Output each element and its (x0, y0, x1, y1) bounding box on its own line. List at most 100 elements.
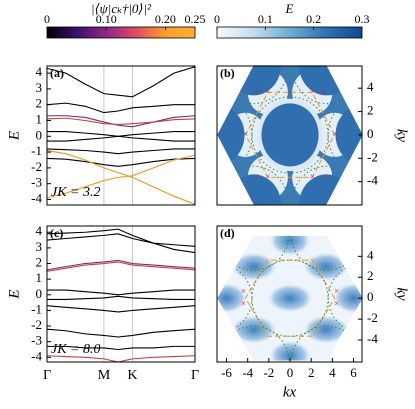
node-marker: × (310, 171, 315, 181)
band (47, 228, 195, 254)
y-tick-label: 2 (36, 255, 43, 270)
band (47, 115, 195, 128)
y-tick-label: 4 (36, 64, 43, 79)
tick-label: 0 (44, 12, 50, 26)
band (47, 261, 195, 272)
tick-label: 0.2 (306, 12, 321, 26)
node-marker: × (241, 299, 246, 309)
frame (46, 225, 196, 363)
y-tick-label: 0 (367, 126, 374, 141)
x-tick-label: 6 (350, 365, 357, 380)
y-tick-label: 0 (36, 286, 43, 301)
node-marker: × (332, 129, 337, 139)
y-tick-label: -3 (31, 175, 42, 190)
x-tick-label: K (127, 368, 137, 383)
y-tick-label: -4 (367, 331, 378, 346)
band (47, 305, 195, 313)
y-tick-label: 3 (36, 80, 43, 95)
x-tick-label: M (98, 368, 111, 383)
x-tick-label: 0 (287, 365, 294, 380)
colorbar (216, 26, 363, 39)
intensity-region (332, 282, 364, 314)
intensity-region (217, 282, 248, 314)
intensity-region (217, 104, 245, 166)
x-axis-label: kx (283, 384, 297, 400)
node-marker: × (334, 299, 339, 309)
intensity-region (266, 283, 314, 313)
x-tick-label: -2 (263, 365, 274, 380)
band (47, 66, 195, 98)
band (47, 289, 195, 296)
frame (216, 65, 363, 206)
node-marker: × (334, 286, 339, 296)
intensity-region (268, 235, 312, 257)
intensity-region (230, 252, 278, 282)
band (47, 233, 195, 247)
y-axis-label: ky (394, 129, 410, 143)
y-tick-label: 2 (367, 268, 374, 283)
y-tick-label: 0 (367, 289, 374, 304)
band (47, 345, 195, 351)
y-tick-label: -1 (31, 143, 42, 158)
y-tick-label: 2 (36, 96, 43, 111)
frame (46, 65, 196, 206)
band (47, 135, 195, 142)
band (47, 157, 195, 167)
y-tick-label: -3 (31, 333, 42, 348)
heatmap: × × × × × × × × × × (217, 65, 364, 205)
y-axis-label: ky (394, 287, 410, 301)
x-tick-label: Γ (191, 368, 199, 383)
tick-label: 0.1 (258, 12, 273, 26)
tick-label: 0.3 (355, 12, 370, 26)
band (47, 295, 195, 301)
y-axis-label: E (6, 131, 22, 141)
fermi-contour (251, 96, 329, 174)
fermi-contour (327, 263, 364, 334)
y-tick-label: -4 (31, 348, 42, 363)
node-marker: × (241, 286, 246, 296)
heatmap: × × × × (217, 235, 364, 361)
y-tick-label: -1 (31, 301, 42, 316)
intensity-region (302, 314, 350, 345)
fermi-contour (217, 263, 253, 334)
tick-label: 0.10 (96, 12, 117, 26)
panel-label: (c) (50, 226, 63, 240)
node-marker: × (320, 171, 325, 181)
band (47, 131, 195, 137)
fermi-contour (291, 165, 362, 205)
y-tick-label: -2 (31, 317, 42, 332)
panel-label: (b) (220, 66, 235, 80)
y-tick-label: 4 (36, 223, 43, 238)
band (47, 117, 195, 125)
y-tick-label: -4 (367, 173, 378, 188)
tick-label: 0 (214, 12, 220, 26)
annotation: JK = 8.0 (51, 342, 101, 357)
frame (216, 225, 363, 363)
x-tick-label: -4 (242, 365, 253, 380)
colorbar (46, 26, 196, 39)
annotation: JK = 3.2 (51, 185, 101, 200)
y-axis-label: E (6, 289, 22, 299)
x-tick-label: 2 (308, 365, 315, 380)
node-marker: × (255, 86, 260, 96)
band (47, 328, 195, 338)
node-marker: × (255, 171, 260, 181)
band (47, 355, 195, 362)
band (47, 259, 195, 271)
tick-label: 0.25 (185, 12, 206, 26)
node-marker: × (243, 129, 248, 139)
brillouin-zone (244, 259, 336, 337)
band (47, 148, 195, 155)
colorbar-label: |⟨ψ|cₖ†|0⟩|² (91, 1, 152, 16)
panel-label: (a) (50, 66, 64, 80)
x-tick-label: Γ (43, 368, 51, 383)
y-tick-label: 4 (367, 79, 374, 94)
intensity-region (230, 314, 278, 345)
y-tick-label: 1 (36, 270, 43, 285)
colorbar-label: E (285, 1, 294, 16)
intensity-region (302, 252, 350, 282)
band (47, 102, 195, 114)
y-tick-label: 1 (36, 111, 43, 126)
y-tick-label: -2 (367, 149, 378, 164)
